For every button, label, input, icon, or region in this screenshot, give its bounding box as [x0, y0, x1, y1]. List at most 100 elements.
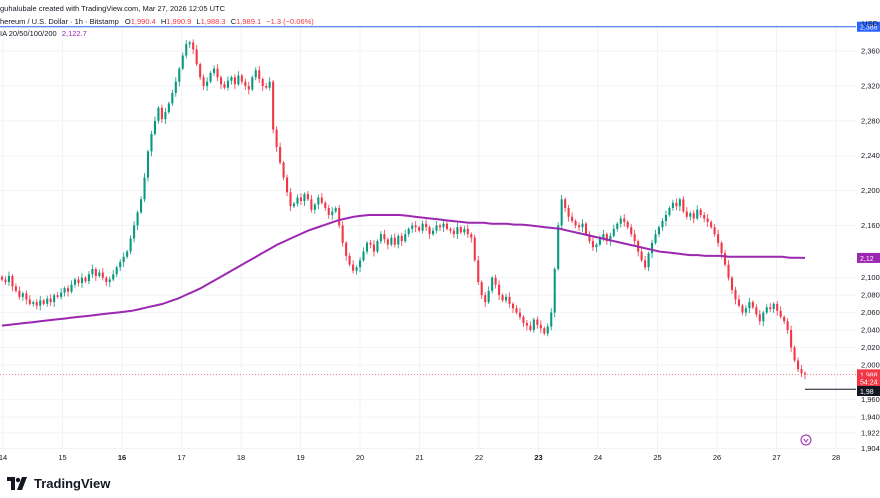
candle-body — [136, 212, 139, 226]
candle-body — [365, 242, 369, 252]
candle-body — [258, 70, 261, 80]
candle-body — [574, 221, 577, 226]
candle-body — [786, 321, 789, 330]
ohlc-close: 1,989.1 — [236, 17, 262, 26]
price-tick-label: 1,940 — [861, 413, 880, 422]
candle-body — [286, 177, 289, 193]
price-tick-label: 2,280 — [861, 116, 880, 125]
candle-body — [710, 221, 713, 228]
ohlc-low: 1,988.3 — [200, 17, 226, 26]
candle-body — [39, 300, 42, 306]
candle-body — [473, 237, 476, 261]
candle-body — [560, 199, 563, 226]
candle-body — [209, 72, 212, 82]
candle-body — [800, 369, 803, 374]
price-tick-label: 1,904 — [861, 444, 880, 453]
candle-body — [612, 228, 615, 236]
candle-body — [265, 86, 268, 88]
candle-body — [299, 197, 302, 202]
replay-icon — [800, 434, 812, 446]
candle-body — [525, 323, 528, 326]
candle-body — [449, 228, 452, 231]
candle-body — [279, 147, 282, 163]
tradingview-logo[interactable]: TradingView — [7, 476, 110, 491]
candle-body — [717, 234, 720, 243]
candle-body — [435, 225, 438, 231]
candle-body — [619, 218, 622, 224]
candle-body — [282, 162, 285, 178]
price-tick-label: 2,040 — [861, 326, 880, 335]
candle-body — [644, 260, 647, 268]
moving-average-series — [1, 214, 806, 327]
replay-icon-ring — [800, 434, 812, 446]
legend-ma-row[interactable]: IA 20/50/100/200 2,122.7 — [0, 29, 87, 38]
symbol-name[interactable]: hereum / U.S. Dollar · 1h · Bitstamp — [0, 17, 119, 26]
candle-body — [244, 81, 247, 86]
candle-body — [404, 234, 407, 242]
price-tick-label: 2,080 — [861, 291, 880, 300]
candle-body — [317, 197, 320, 205]
candle-body — [470, 234, 473, 238]
candle-body — [616, 223, 619, 229]
candle-body — [480, 282, 483, 296]
candle-body — [143, 177, 146, 200]
ohlc-open: 1,990.4 — [130, 17, 156, 26]
candle-body — [456, 227, 459, 235]
candle-body — [216, 68, 219, 78]
candle-body — [696, 209, 699, 219]
candle-body — [442, 223, 445, 228]
time-tick-label: 28 — [832, 453, 840, 462]
candle-body — [174, 81, 177, 93]
candle-body — [623, 218, 626, 222]
candle-body — [692, 213, 695, 219]
currency-label: USD — [862, 19, 878, 28]
price-label-text: 2,388 — [860, 25, 878, 32]
candle-body — [140, 199, 143, 213]
candle-body — [199, 64, 202, 78]
candle-body — [532, 319, 535, 330]
candle-body — [390, 237, 393, 245]
legend-symbol-row[interactable]: hereum / U.S. Dollar · 1h · Bitstamp O1,… — [0, 17, 314, 26]
candle-body — [522, 316, 525, 324]
price-label-box — [857, 376, 880, 387]
time-tick-label: 16 — [118, 453, 126, 462]
candle-body — [60, 292, 63, 297]
candle-body — [445, 223, 448, 229]
candle-body — [790, 330, 793, 348]
time-axis[interactable]: 14 15 16 17 18 19 20 21 22 23 24 25 26 27 28 — [0, 453, 840, 462]
candle-body — [515, 308, 518, 313]
ohlc-high-label: H — [160, 17, 167, 26]
candle-body — [101, 272, 104, 278]
candle-body — [348, 255, 351, 265]
candle-body — [602, 234, 605, 239]
price-axis[interactable]: 1,904 1,922 1,940 1,960 2,000 2,020 2,040 2,060… — [861, 47, 880, 453]
candle-body — [459, 227, 462, 233]
candle-body — [272, 81, 275, 130]
candle-body — [418, 227, 421, 231]
candle-body — [425, 223, 428, 228]
candle-body — [706, 218, 709, 222]
time-tick-label: 18 — [237, 453, 245, 462]
candle-body — [518, 312, 521, 317]
candle-body — [598, 238, 601, 245]
candle-body — [414, 225, 417, 228]
candle-body — [28, 299, 31, 304]
time-tick-label: 20 — [356, 453, 364, 462]
price-label-text: 54:24 — [860, 379, 878, 386]
candle-body — [452, 230, 455, 235]
candle-body — [25, 293, 28, 300]
candle-body — [268, 81, 271, 88]
ohlc-low-label: L — [196, 17, 201, 26]
credit-text: guhalubale created with TradingView.com,… — [0, 4, 225, 13]
price-label-box — [857, 21, 880, 32]
candle-body — [630, 227, 633, 235]
candle-body — [557, 225, 560, 269]
candle-body — [744, 308, 747, 313]
price-tick-label: 2,060 — [861, 308, 880, 317]
candle-body — [505, 296, 508, 301]
ma-indicator-label[interactable]: IA 20/50/100/200 — [0, 29, 57, 38]
candle-body — [553, 269, 556, 313]
candle-body — [633, 234, 636, 242]
price-label-box — [857, 386, 880, 396]
